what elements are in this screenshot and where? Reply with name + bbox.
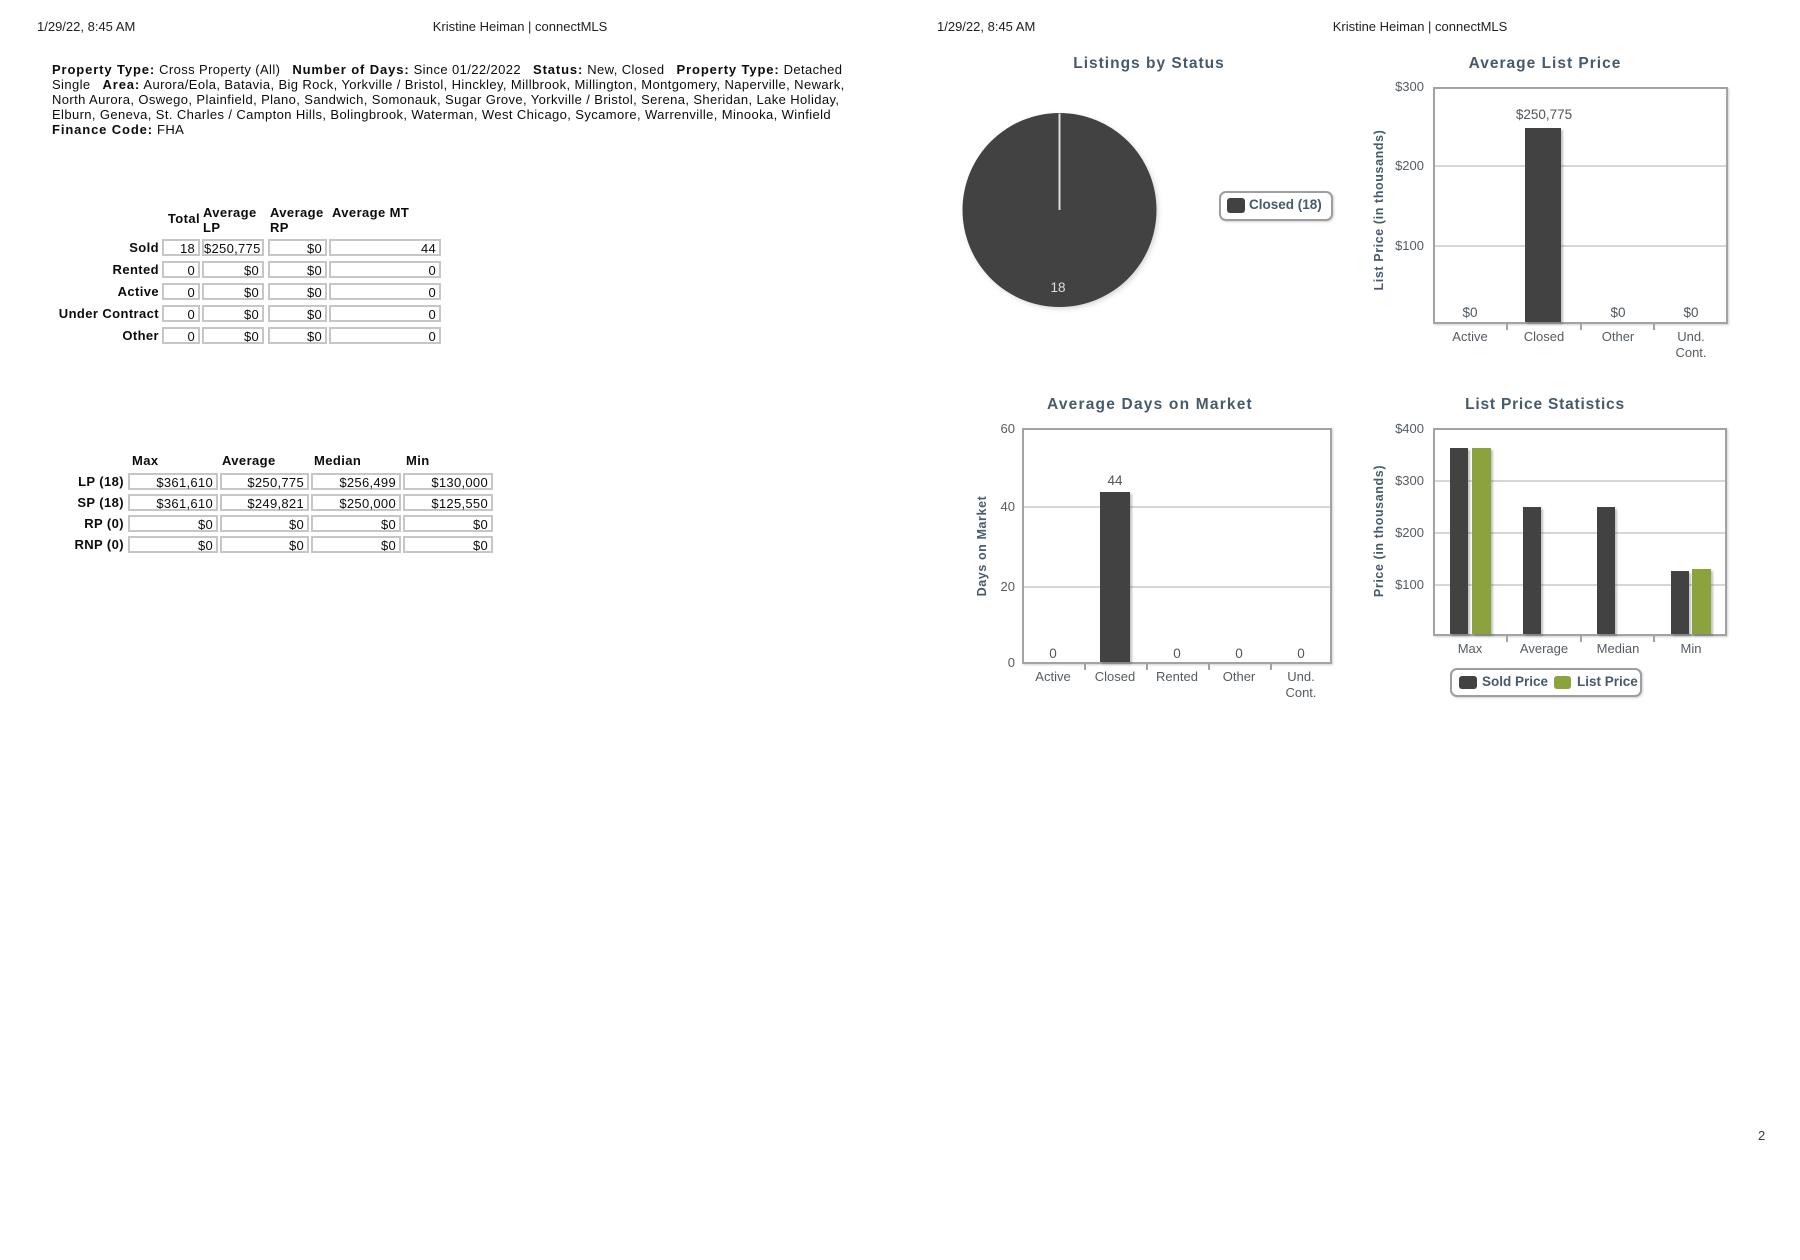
svg-text:18: 18	[1050, 280, 1065, 295]
